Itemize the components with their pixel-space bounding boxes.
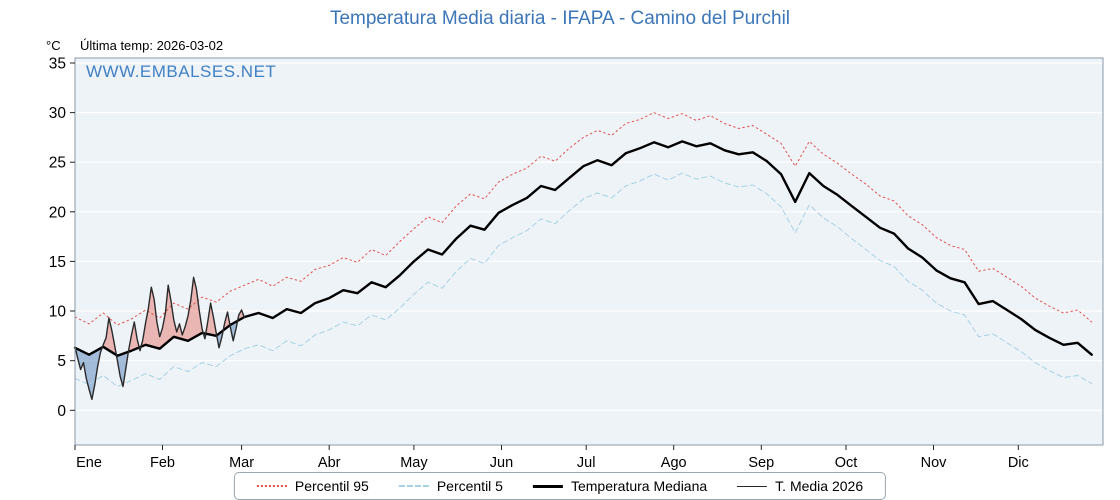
svg-text:30: 30 [49,105,67,122]
mediana-line-icon [532,484,563,488]
svg-text:35: 35 [49,56,66,73]
svg-text:Sep: Sep [748,455,774,470]
last-temp-label: Última temp: 2026-03-02 [80,38,224,53]
svg-text:15: 15 [49,254,66,271]
svg-text:20: 20 [49,204,67,221]
svg-text:Oct: Oct [835,455,858,470]
svg-text:Feb: Feb [150,455,175,470]
legend-item-tmedia2026: T. Media 2026 [737,478,863,494]
svg-text:Nov: Nov [921,455,948,470]
svg-text:Jun: Jun [490,455,513,470]
percentil5-line-icon [398,485,429,487]
svg-text:Ene: Ene [76,455,102,470]
svg-text:Dic: Dic [1008,455,1029,470]
legend-label: T. Media 2026 [775,478,864,494]
page-title: Temperatura Media diaria - IFAPA - Camin… [329,8,791,29]
svg-text:5: 5 [57,353,66,370]
svg-text:Ago: Ago [661,455,687,470]
chart-svg: 0 5 10 15 20 25 30 35 Ene Feb Mar Abr May Jun Jul Ago Se… [49,56,1104,470]
legend-item-percentil5: Percentil 5 [398,478,503,494]
legend-item-mediana: Temperatura Mediana [532,478,708,494]
y-axis-unit-label: °C [46,38,61,53]
svg-text:May: May [400,455,428,470]
svg-text:Mar: Mar [229,455,254,470]
legend-box: Percentil 95 Percentil 5 Temperatura Med… [233,472,887,500]
legend-label: Temperatura Mediana [570,478,708,494]
legend-item-percentil95: Percentil 95 [256,478,369,494]
legend-label: Percentil 95 [294,478,369,494]
legend-label: Percentil 5 [436,478,503,494]
svg-text:Abr: Abr [318,455,341,470]
svg-text:0: 0 [57,403,66,420]
tmedia2026-line-icon [737,485,768,487]
svg-text:25: 25 [49,155,66,172]
percentil95-line-icon [256,485,287,487]
svg-text:10: 10 [49,304,67,321]
svg-text:Jul: Jul [577,455,596,470]
